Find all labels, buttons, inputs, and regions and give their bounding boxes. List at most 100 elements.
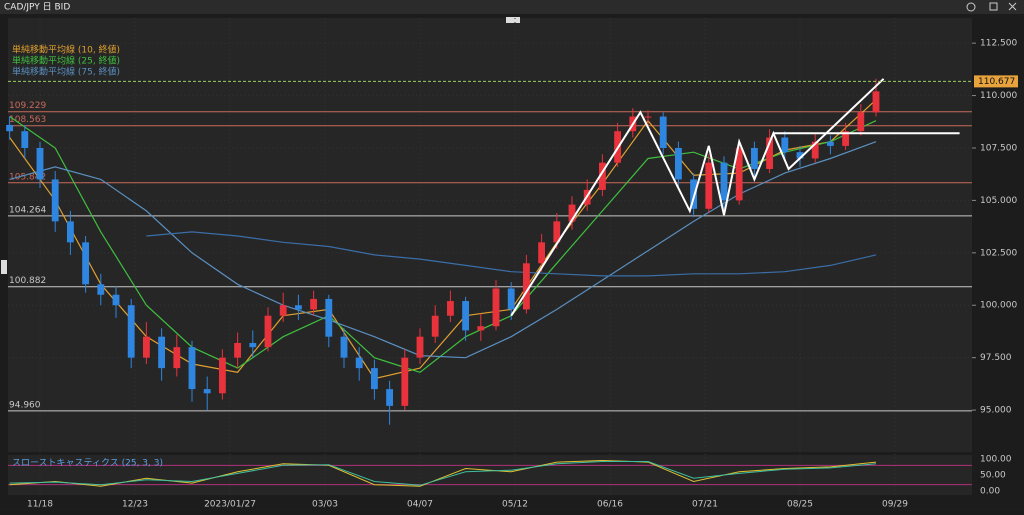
x-tick-label: 04/07 [407,500,433,510]
level-label: 100.882 [9,276,46,286]
x-tick-label: 03/03 [312,500,338,510]
candle-body [872,91,880,113]
x-tick-label: 11/18 [27,500,53,510]
candle-body [462,301,470,331]
y-tick-label: 95.000 [980,406,1012,416]
candle-body [218,357,226,394]
candle-body [644,116,652,118]
candle-body [188,347,196,390]
candle-body [568,204,576,222]
x-tick-label: 2023/01/27 [204,500,256,510]
candle-body [97,284,105,295]
help-button[interactable] [966,2,976,12]
candle-body [234,342,242,358]
candle-body [826,141,834,146]
candle-body [249,342,257,348]
candle-body [811,141,819,159]
candle-body [173,347,181,369]
y-tick-label: 107.500 [980,143,1017,153]
level-label: 94.960 [9,400,41,410]
candle-body [492,288,500,327]
x-tick-label: 05/12 [502,500,528,510]
candle-body [294,305,302,310]
candle-body [446,301,454,316]
window-title: CAD/JPY 日 BID [4,2,70,13]
candle-body [355,357,363,369]
candle-body [766,137,774,169]
level-label: 109.229 [9,101,46,111]
candle-body [796,152,804,159]
moving-average [9,116,877,373]
maximize-button[interactable] [989,2,998,11]
oscillator-area [8,455,972,495]
stochastic-line [9,461,877,486]
candle-body [735,147,743,201]
candle-body [21,131,29,148]
oscillator-label: スローストキャスティクス (25, 3, 3) [12,458,163,469]
candle-body [279,305,287,316]
candle-body [340,336,348,358]
close-button[interactable] [1008,2,1017,11]
legend-entry: 単純移動平均線 (25, 終値) [12,55,120,67]
candle-body [386,389,394,406]
candle-body [674,147,682,180]
x-tick-label: 09/29 [882,500,908,510]
y-tick-label: 105.000 [980,196,1017,206]
candle-body [264,315,272,348]
current-price-box [974,75,1018,88]
y-tick-label: 110.000 [980,91,1017,101]
candle-body [142,336,150,358]
candle-body [750,147,758,169]
osc-tick-label: 0.00 [980,487,1000,497]
candle-body [325,298,333,337]
candle-body [158,336,166,369]
y-tick-label: 100.000 [980,301,1017,311]
candle-body [36,147,44,180]
candle-body [857,112,865,132]
candle-body [431,315,439,337]
legend-entry: 単純移動平均線 (10, 終値) [12,44,120,56]
candle-body [82,242,90,285]
candle-body [690,179,698,209]
plot-area [8,18,972,452]
candle-body [416,336,424,358]
candle-body [705,162,713,209]
level-label: 104.264 [9,205,46,215]
candle-body [781,137,789,153]
candle-body [203,389,211,394]
candle-body [553,221,561,243]
panel-handle[interactable] [506,17,520,23]
y-tick-label: 112.500 [980,39,1017,49]
candle-body [659,116,667,148]
candle-body [112,294,120,306]
x-tick-label: 12/23 [122,500,148,510]
title-bar [0,0,1024,14]
current-price-label: 110.677 [978,77,1015,87]
y-tick-label: 102.500 [980,248,1017,258]
y-tick-label: 97.500 [980,353,1012,363]
candle-body [720,162,728,201]
candle-body [66,221,74,243]
stochastic-line [9,459,877,487]
osc-tick-label: 100.00 [980,454,1012,464]
candle-body [598,162,606,190]
side-handle[interactable] [1,260,7,274]
candle-body [842,131,850,146]
x-tick-label: 06/16 [597,500,623,510]
candle-body [310,298,318,310]
moving-average [9,99,877,380]
candle-body [51,179,59,222]
candle-body [507,288,515,310]
level-label: 105.842 [9,172,46,182]
level-label: 108.563 [9,115,46,125]
moving-average [146,231,877,277]
x-tick-label: 07/21 [692,500,718,510]
candle-body [477,326,485,331]
trend-line [510,78,885,317]
moving-average [9,141,877,359]
candle-body [6,124,14,132]
osc-tick-label: 50.00 [980,471,1006,481]
candle-body [401,357,409,406]
